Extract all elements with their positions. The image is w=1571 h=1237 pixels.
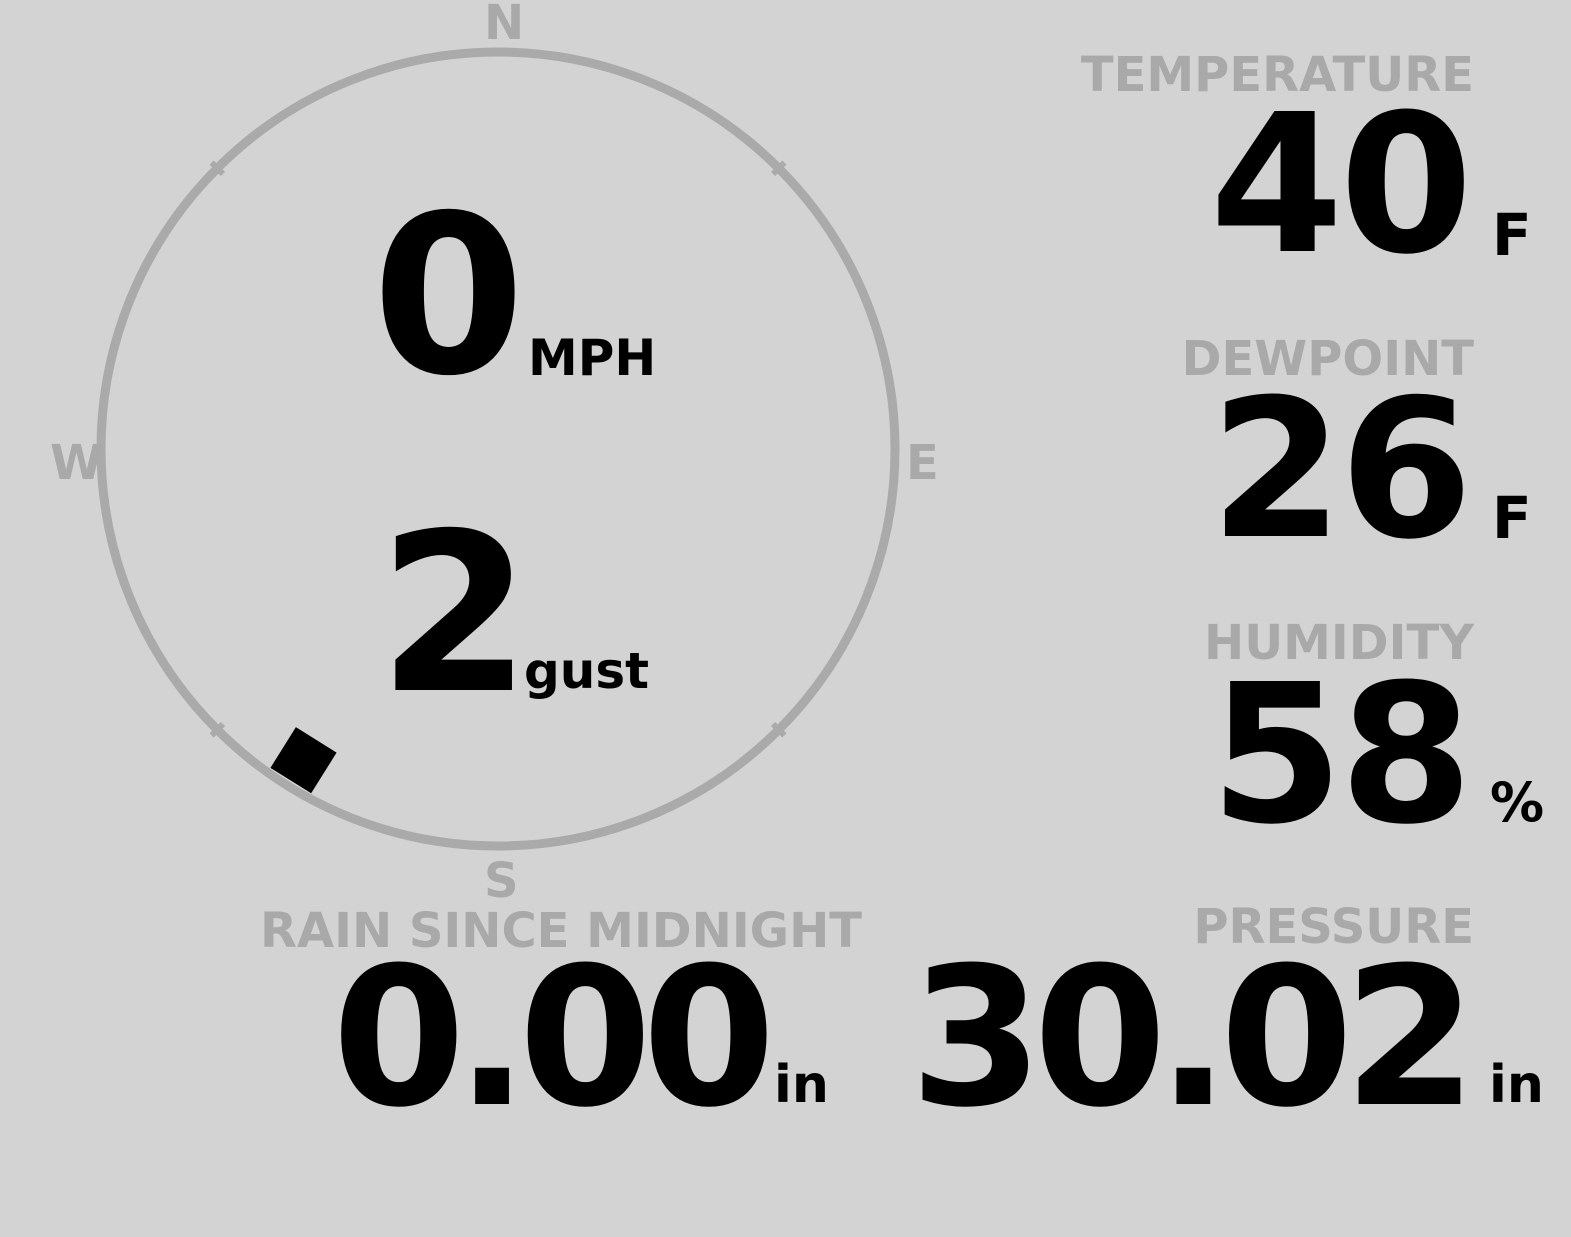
- compass-tick: [209, 721, 226, 738]
- compass-tick: [209, 160, 226, 177]
- wind-gust-unit: gust: [524, 642, 650, 700]
- pressure-value: 30.02: [909, 927, 1477, 1150]
- temperature-value: 40: [1209, 74, 1473, 297]
- rain-label: RAIN SINCE MIDNIGHT: [260, 903, 862, 959]
- humidity-label: HUMIDITY: [1204, 615, 1474, 671]
- pressure-label: PRESSURE: [1193, 899, 1474, 955]
- compass-tick: [770, 721, 787, 738]
- compass-east: E: [906, 435, 939, 491]
- dewpoint-label: DEWPOINT: [1181, 331, 1474, 387]
- wind-gust-value: 2: [378, 486, 531, 742]
- compass-south: S: [484, 853, 519, 909]
- humidity-value: 58: [1209, 644, 1473, 867]
- rain-value: 0.00: [332, 927, 776, 1150]
- rain-unit: in: [774, 1055, 829, 1115]
- humidity-unit: %: [1490, 771, 1545, 834]
- compass-ring: [96, 47, 900, 851]
- wind-direction-marker: [270, 727, 337, 794]
- temperature-label: TEMPERATURE: [1080, 47, 1474, 103]
- compass-tick: [770, 160, 787, 177]
- dewpoint-value: 26: [1209, 359, 1473, 582]
- wind-speed-value: 0: [372, 168, 525, 424]
- pressure-unit: in: [1489, 1055, 1544, 1115]
- compass-north: N: [484, 0, 525, 51]
- wind-speed-unit: MPH: [528, 329, 657, 387]
- temperature-unit: F: [1492, 201, 1532, 269]
- compass-west: W: [50, 435, 103, 491]
- dewpoint-unit: F: [1492, 484, 1532, 552]
